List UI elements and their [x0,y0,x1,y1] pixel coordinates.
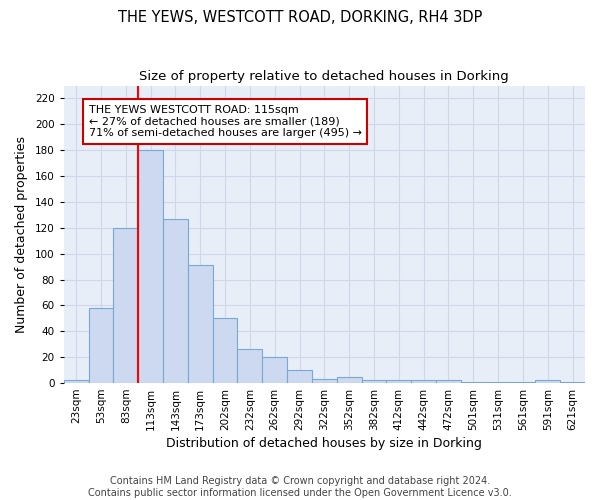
Bar [511,382,535,383]
Bar [312,379,337,383]
Text: THE YEWS WESTCOTT ROAD: 115sqm
← 27% of detached houses are smaller (189)
71% of: THE YEWS WESTCOTT ROAD: 115sqm ← 27% of … [89,105,362,138]
Bar [411,380,436,383]
Bar [535,380,560,383]
Bar [188,266,212,383]
Bar [560,382,585,383]
Title: Size of property relative to detached houses in Dorking: Size of property relative to detached ho… [139,70,509,83]
Bar [287,370,312,383]
Bar [337,376,362,383]
X-axis label: Distribution of detached houses by size in Dorking: Distribution of detached houses by size … [166,437,482,450]
Bar [212,318,238,383]
Bar [486,382,511,383]
Bar [138,150,163,383]
Y-axis label: Number of detached properties: Number of detached properties [15,136,28,333]
Text: Contains HM Land Registry data © Crown copyright and database right 2024.
Contai: Contains HM Land Registry data © Crown c… [88,476,512,498]
Bar [362,380,386,383]
Bar [89,308,113,383]
Text: THE YEWS, WESTCOTT ROAD, DORKING, RH4 3DP: THE YEWS, WESTCOTT ROAD, DORKING, RH4 3D… [118,10,482,25]
Bar [64,380,89,383]
Bar [163,219,188,383]
Bar [436,380,461,383]
Bar [262,357,287,383]
Bar [386,380,411,383]
Bar [461,382,486,383]
Bar [238,350,262,383]
Bar [113,228,138,383]
